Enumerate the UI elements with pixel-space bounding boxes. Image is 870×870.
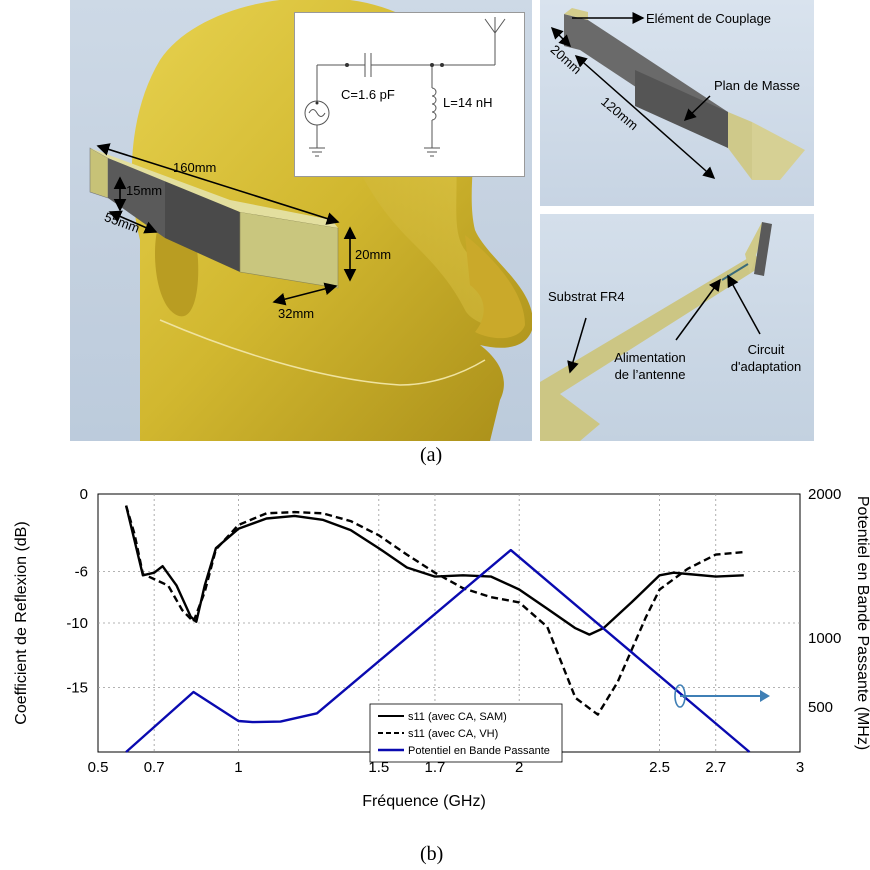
glasses-arm-feed-view: Substrat FR4 Alimentation de l’antenne C… bbox=[540, 214, 814, 441]
arm-feed-render bbox=[540, 222, 772, 441]
x-tick-label: 0.5 bbox=[88, 759, 109, 776]
x-tick-label: 1.7 bbox=[425, 759, 446, 776]
x-tick-label: 3 bbox=[796, 759, 804, 776]
y2-tick-label: 500 bbox=[808, 699, 833, 716]
caption-b: (b) bbox=[420, 843, 444, 865]
matching-label-line2: d'adaptation bbox=[730, 359, 802, 374]
x-tick-label: 1 bbox=[234, 759, 242, 776]
y-axis-label: Coefficient de Reflexion (dB) bbox=[13, 521, 30, 724]
nose-shape bbox=[465, 235, 525, 339]
series-line-2 bbox=[125, 548, 751, 753]
x-tick-label: 1.5 bbox=[368, 759, 389, 776]
arm-top-render bbox=[550, 8, 805, 180]
caption-a: (a) bbox=[420, 444, 443, 466]
x-tick-label: 2 bbox=[515, 759, 523, 776]
dim-20-label: 20mm bbox=[355, 247, 392, 262]
dim-160-arrow bbox=[96, 143, 340, 225]
y-tick-label: -10 bbox=[66, 615, 88, 632]
substrate-label: Substrat FR4 bbox=[548, 289, 625, 304]
y-tick-label: -6 bbox=[75, 563, 88, 580]
dimension-arrows bbox=[96, 143, 357, 306]
legend-entry-vh: s11 (avec CA, VH) bbox=[408, 728, 498, 740]
legend-entry-sam: s11 (avec CA, SAM) bbox=[408, 711, 507, 723]
y-tick-label: -15 bbox=[66, 680, 88, 697]
reflection-chart: 0.5 0.7 1 1.5 1.7 2 2.5 2.7 3 0 -6 -10 -15 2000 1000 5… bbox=[13, 486, 870, 810]
feed-label-line2: de l’antenne bbox=[614, 367, 686, 382]
glasses-arm-top-view: Elément de Couplage 20mm 120mm Plan de M… bbox=[540, 0, 814, 206]
ground-plane-label: Plan de Masse bbox=[714, 78, 800, 93]
legend: s11 (avec CA, SAM) s11 (avec CA, VH) Pot… bbox=[369, 703, 563, 763]
series-line-0 bbox=[124, 505, 744, 636]
right-axis-arrow-annotation bbox=[674, 684, 770, 708]
inductor-label: L=14 nH bbox=[443, 95, 493, 110]
matching-label-line1: Circuit bbox=[747, 342, 785, 357]
legend-entry-bandwidth: Potentiel en Bande Passante bbox=[408, 745, 550, 757]
y2-tick-label: 2000 bbox=[808, 486, 841, 503]
coupling-element-label: Elément de Couplage bbox=[646, 11, 772, 26]
series-line-1 bbox=[124, 505, 744, 716]
y-tick-label: 0 bbox=[80, 486, 88, 503]
y2-axis-label: Potentiel en Bande Passante (MHz) bbox=[854, 496, 870, 750]
cable bbox=[159, 319, 486, 386]
tick-labels: 0.5 0.7 1 1.5 1.7 2 2.5 2.7 3 0 -6 -10 -15 bbox=[66, 486, 804, 776]
dim-160-label: 160mm bbox=[173, 160, 217, 175]
x-tick-label: 2.7 bbox=[705, 759, 726, 776]
series-group bbox=[124, 505, 751, 753]
dim-55-arrow bbox=[108, 210, 158, 234]
x-tick-label: 2.5 bbox=[649, 759, 670, 776]
right-tick-labels: 2000 1000 500 bbox=[808, 486, 841, 716]
x-tick-label: 0.7 bbox=[144, 759, 165, 776]
x-axis-label: Fréquence (GHz) bbox=[362, 793, 486, 810]
dim-32-arrow bbox=[272, 282, 338, 306]
matching-circuit-inset: C=1.6 pF L=14 nH bbox=[294, 12, 525, 177]
dim-32-label: 32mm bbox=[278, 306, 315, 321]
head-model-panel: C=1.6 pF L=14 nH 160mm 15mm 55mm 20mm 32… bbox=[70, 0, 532, 441]
capacitor-label: C=1.6 pF bbox=[341, 87, 395, 102]
dim-15-label: 15mm bbox=[126, 183, 163, 198]
feed-label-line1: Alimentation bbox=[614, 350, 686, 365]
y2-tick-label: 1000 bbox=[808, 630, 841, 647]
